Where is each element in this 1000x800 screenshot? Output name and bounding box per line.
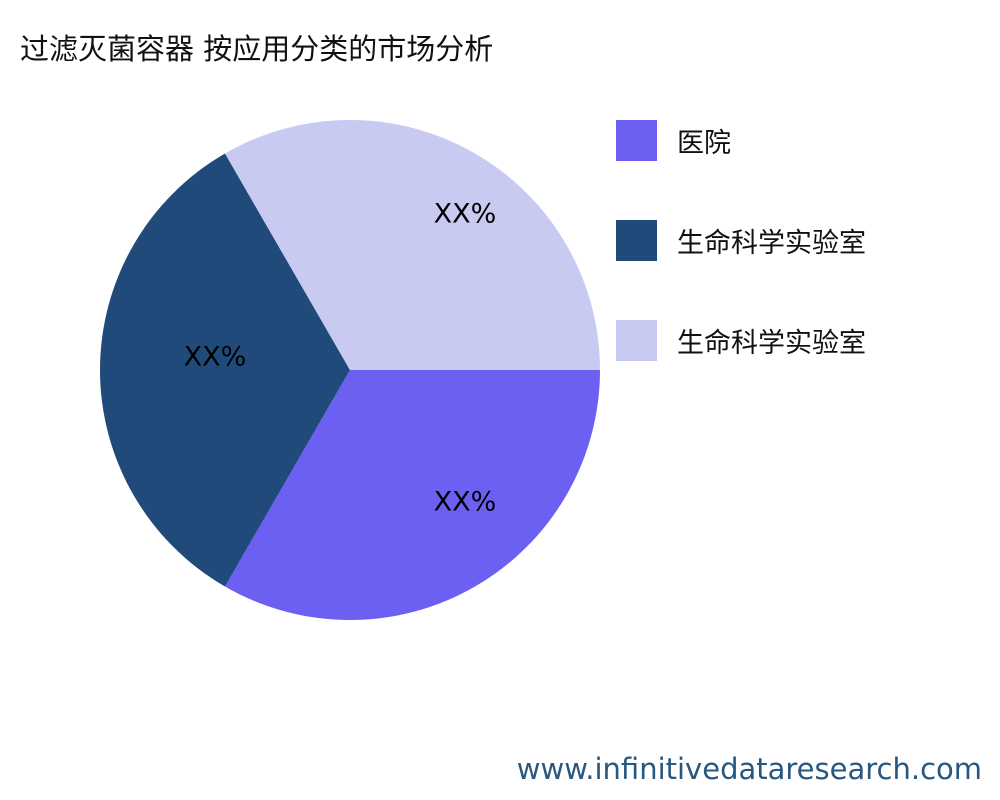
- legend-label: 生命科学实验室: [677, 227, 866, 259]
- legend-item: 生命科学实验室: [616, 319, 866, 361]
- legend-swatch: [616, 119, 657, 161]
- legend-label: 生命科学实验室: [677, 327, 866, 359]
- legend-item: 生命科学实验室: [616, 219, 866, 261]
- watermark: www.infinitivedataresearch.com: [516, 752, 982, 786]
- slice-data-label: XX%: [434, 199, 497, 230]
- legend-swatch: [616, 319, 657, 361]
- chart-title: 过滤灭菌容器 按应用分类的市场分析: [20, 32, 494, 66]
- pie-slice: [225, 370, 600, 620]
- pie-slice: [225, 119, 600, 370]
- slice-data-label: XX%: [434, 487, 497, 518]
- legend-label: 医院: [677, 127, 731, 159]
- slice-data-label: XX%: [184, 342, 247, 373]
- legend-swatch: [616, 219, 657, 261]
- legend-item: 医院: [616, 119, 731, 161]
